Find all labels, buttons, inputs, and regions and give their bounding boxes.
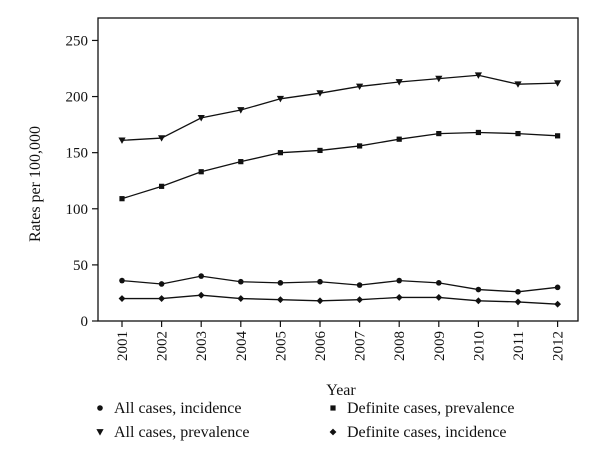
data-point (237, 107, 245, 114)
legend-item: Definite cases, incidence (329, 424, 506, 441)
y-tick-label: 100 (66, 202, 89, 218)
data-point (436, 130, 442, 137)
plot-frame (97, 17, 579, 322)
x-tick-label: 2011 (511, 331, 527, 360)
series-all-cases-prevalence (118, 72, 562, 144)
data-point (555, 133, 561, 139)
data-point (515, 289, 521, 295)
x-tick-label: 2001 (115, 331, 131, 361)
x-axis-ticks: 2001 2002 2003 2004 2005 2006 2007 2008 2009 2010… (115, 321, 567, 361)
data-point (395, 294, 403, 301)
data-point (158, 135, 166, 142)
legend-label: All cases, incidence (114, 400, 242, 417)
legend-marker (97, 405, 103, 411)
x-tick-label: 2006 (313, 331, 329, 362)
data-point (475, 286, 482, 293)
x-tick-label: 2003 (194, 331, 210, 361)
data-point (118, 295, 126, 302)
legend-label: Definite cases, prevalence (347, 400, 514, 417)
data-point (238, 278, 244, 285)
y-axis-label: Rates per 100,000 (27, 126, 44, 242)
data-point (396, 277, 403, 284)
y-tick-label: 50 (73, 258, 88, 274)
data-point (238, 159, 244, 165)
data-point (317, 278, 323, 285)
data-point (197, 114, 205, 122)
legend-label: All cases, prevalence (114, 424, 249, 441)
data-point (277, 150, 283, 156)
data-point (554, 80, 562, 87)
data-point (396, 136, 402, 142)
series-line (121, 275, 558, 293)
legend: All cases, incidence Definite cases, prev… (96, 400, 514, 441)
y-tick-label: 150 (66, 146, 89, 162)
data-point (554, 284, 561, 291)
series-definite-cases-incidence (118, 291, 561, 308)
legend-label: Definite cases, incidence (347, 424, 506, 441)
data-point (237, 295, 245, 302)
y-axis-ticks: 0 50 100 150 200 250 (66, 33, 98, 330)
x-tick-label: 2004 (234, 331, 250, 362)
legend-item: All cases, prevalence (96, 424, 249, 441)
data-point (277, 296, 284, 304)
data-point (436, 280, 442, 286)
y-tick-label: 250 (66, 33, 89, 49)
y-tick-label: 0 (81, 314, 89, 330)
data-point (474, 72, 482, 79)
data-point (316, 90, 324, 97)
data-point (514, 298, 522, 306)
data-point (317, 147, 323, 154)
data-point (356, 282, 363, 288)
legend-marker (329, 428, 337, 436)
legend-marker (330, 405, 336, 411)
legend-marker (96, 429, 104, 436)
data-point (118, 137, 126, 144)
series-line (121, 131, 558, 200)
data-point (277, 280, 284, 286)
data-point (197, 291, 205, 299)
data-point (316, 297, 324, 305)
x-axis-label: Year (326, 382, 356, 399)
data-point (119, 277, 125, 284)
x-tick-label: 2002 (155, 331, 171, 361)
x-tick-label: 2010 (471, 331, 487, 361)
x-tick-label: 2007 (353, 331, 369, 362)
series-all-cases-incidence (119, 273, 561, 295)
data-point (198, 169, 204, 175)
x-tick-label: 2005 (273, 331, 289, 361)
x-tick-label: 2008 (392, 331, 408, 361)
data-point (119, 196, 125, 202)
data-point (356, 83, 364, 91)
data-point (435, 75, 443, 83)
data-point (435, 294, 443, 301)
data-point (515, 130, 521, 137)
data-point (158, 281, 165, 287)
x-tick-label: 2009 (432, 331, 448, 361)
legend-item: Definite cases, prevalence (330, 400, 514, 417)
data-point (356, 296, 363, 304)
data-point (158, 295, 165, 302)
data-point (357, 143, 363, 149)
data-point (159, 183, 165, 189)
x-tick-label: 2012 (551, 331, 567, 361)
axes (97, 17, 579, 322)
data-point (514, 81, 522, 88)
data-point (554, 300, 561, 308)
data-point (395, 79, 403, 86)
series-line (121, 74, 558, 141)
series-layer (118, 72, 562, 308)
data-point (198, 273, 204, 279)
data-point (475, 129, 481, 136)
y-tick-label: 200 (66, 90, 89, 106)
series-line (122, 294, 558, 305)
legend-item: All cases, incidence (97, 400, 242, 417)
data-point (475, 297, 482, 305)
series-definite-cases-prevalence (119, 129, 561, 202)
data-point (276, 95, 284, 103)
